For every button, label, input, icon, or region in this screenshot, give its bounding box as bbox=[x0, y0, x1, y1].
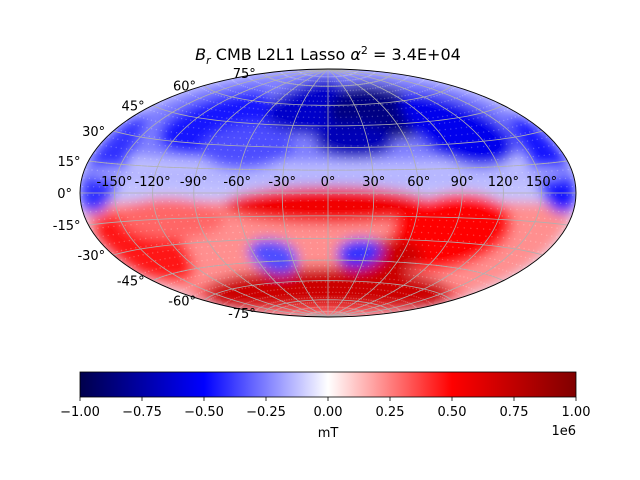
colorbar-offset: 1e6 bbox=[551, 424, 576, 439]
field-region-3 bbox=[314, 122, 394, 158]
lon-label: -60° bbox=[223, 175, 251, 190]
field-region-5 bbox=[80, 115, 148, 214]
colorbar: −1.00 −0.75 −0.50 −0.25 0.00 0.25 0.50 0.75 1.00… bbox=[60, 371, 590, 441]
lat-label: -30° bbox=[77, 249, 105, 264]
longitude-labels: -150° -120° -90° -60° -30° 0° 30° 60° 90° 120° 150… bbox=[96, 175, 557, 190]
latitude-labels: 75° 60° 45° 30°15° 0° -15° -30° -45° -60° -75° bbox=[53, 67, 256, 322]
colorbar-ticks: −1.00 −0.75 −0.50 −0.25 0.00 0.25 0.50 0.75 1.00 bbox=[60, 397, 590, 420]
lat-label: 45° bbox=[122, 99, 145, 114]
graticule bbox=[80, 68, 576, 318]
map-title: Br CMB L2L1 Lasso α2 = 3.4E+04 bbox=[195, 44, 461, 67]
colorbar-tick-label: −0.50 bbox=[184, 405, 224, 420]
field-region-4 bbox=[400, 91, 515, 168]
colorbar-tick-label: 0.50 bbox=[438, 405, 467, 420]
lon-label: 90° bbox=[451, 175, 474, 190]
colorbar-tick-label: 0.25 bbox=[376, 405, 405, 420]
lat-label: 15° bbox=[57, 155, 80, 170]
colorbar-tick-label: 1.00 bbox=[562, 405, 591, 420]
lat-label: -75° bbox=[228, 307, 256, 322]
lat-label: 30° bbox=[82, 125, 105, 140]
colorbar-tick-label: 0.00 bbox=[314, 405, 343, 420]
lon-label: 30° bbox=[362, 175, 385, 190]
lat-label: -60° bbox=[168, 294, 196, 309]
lat-label: -15° bbox=[53, 219, 81, 234]
lat-label: -45° bbox=[117, 275, 145, 290]
lon-label: -30° bbox=[268, 175, 296, 190]
map-outline bbox=[79, 68, 577, 318]
lon-label: -150° bbox=[96, 175, 132, 190]
colorbar-tick-label: −1.00 bbox=[60, 405, 100, 420]
lon-label: 60° bbox=[407, 175, 430, 190]
lon-label: -120° bbox=[135, 175, 171, 190]
colorbar-tick-label: −0.25 bbox=[246, 405, 286, 420]
colorbar-label: mT bbox=[318, 426, 339, 441]
lon-label: 150° bbox=[526, 175, 557, 190]
lat-label: 0° bbox=[57, 187, 72, 202]
colorbar-gradient bbox=[79, 371, 577, 398]
lon-label: -90° bbox=[180, 175, 208, 190]
lon-label: 0° bbox=[321, 175, 336, 190]
lon-label: 120° bbox=[488, 175, 519, 190]
colorbar-tick-label: 0.75 bbox=[500, 405, 529, 420]
field-region-6 bbox=[508, 115, 576, 214]
colorbar-tick-label: −0.75 bbox=[122, 405, 162, 420]
lat-label: 60° bbox=[173, 80, 196, 95]
lat-label: 75° bbox=[233, 67, 256, 82]
